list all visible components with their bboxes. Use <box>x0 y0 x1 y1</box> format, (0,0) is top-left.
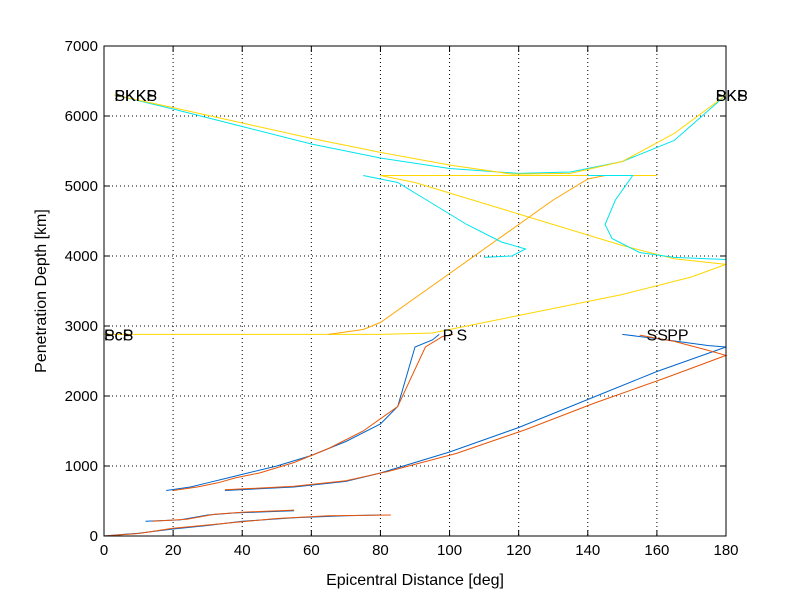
x-tick-label: 20 <box>165 542 182 559</box>
plot-series <box>103 94 728 537</box>
y-tick-label: 0 <box>90 528 98 545</box>
phase-label: ScS <box>104 327 133 344</box>
ray-path-line <box>114 94 727 175</box>
ray-path-line <box>173 333 454 491</box>
phase-label: PP <box>667 327 688 344</box>
phase-label: PKKP <box>114 88 157 105</box>
phase-label: SKKS <box>114 88 157 105</box>
axes-frame <box>103 45 727 537</box>
x-tick-label: 100 <box>437 542 462 559</box>
ray-path-line <box>328 175 606 335</box>
ray-path-line <box>587 175 727 260</box>
phase-label: SKS <box>716 88 748 105</box>
y-tick-label: 5000 <box>65 178 98 195</box>
phase-label: PcP <box>104 327 133 344</box>
x-tick-label: 120 <box>506 542 531 559</box>
x-tick-label: 80 <box>372 542 389 559</box>
phase-label: S <box>456 327 467 344</box>
ray-path-line <box>152 509 295 522</box>
y-tick-label: 2000 <box>65 388 98 405</box>
phase-label: SS <box>647 327 668 344</box>
ray-path-line <box>114 94 727 174</box>
y-tick-label: 3000 <box>65 318 98 335</box>
grid-lines <box>104 46 726 536</box>
y-tick-label: 6000 <box>65 108 98 125</box>
ray-path-line <box>224 334 728 491</box>
x-tick-label: 180 <box>713 542 738 559</box>
x-tick-label: 160 <box>644 542 669 559</box>
x-tick-label: 40 <box>234 542 251 559</box>
x-axis-title: Epicentral Distance [deg] <box>326 572 504 589</box>
x-tick-label: 0 <box>100 542 108 559</box>
ray-path-line <box>224 333 727 491</box>
ray-path-line <box>103 514 391 537</box>
phase-label: PKP <box>716 88 748 105</box>
x-tick-label: 140 <box>575 542 600 559</box>
ray-path-line <box>363 175 527 258</box>
y-axis-title: Penetration Depth [km] <box>33 209 50 373</box>
phase-label: P <box>443 327 454 344</box>
axis-ticks: 0 20 40 60 80 100 120 140 160 180 0 1000 2000 3000 400… <box>65 38 739 559</box>
y-tick-label: 4000 <box>65 248 98 265</box>
y-tick-label: 1000 <box>65 458 98 475</box>
x-tick-label: 60 <box>303 542 320 559</box>
ray-path-line <box>104 175 727 335</box>
y-tick-label: 7000 <box>65 38 98 55</box>
